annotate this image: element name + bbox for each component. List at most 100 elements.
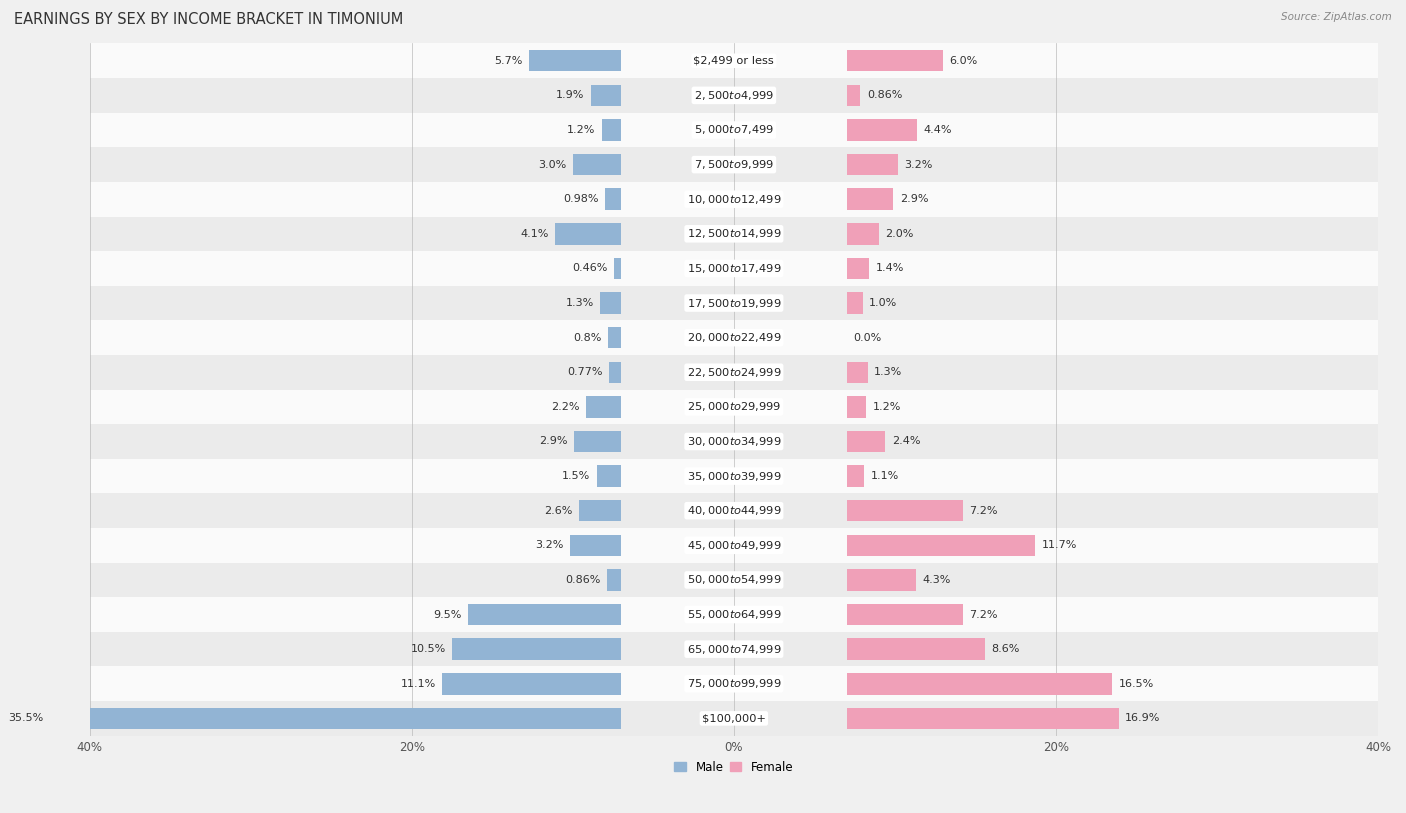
Bar <box>606 189 621 210</box>
Text: $55,000 to $64,999: $55,000 to $64,999 <box>686 608 782 621</box>
Text: $2,500 to $4,999: $2,500 to $4,999 <box>695 89 773 102</box>
Text: 1.0%: 1.0% <box>869 298 897 308</box>
Bar <box>90 216 1378 251</box>
Bar <box>846 362 868 383</box>
Bar <box>90 424 1378 459</box>
Text: 0.77%: 0.77% <box>567 367 602 377</box>
Text: 1.3%: 1.3% <box>875 367 903 377</box>
Bar <box>90 701 1378 736</box>
Bar <box>90 43 1378 78</box>
Bar <box>90 113 1378 147</box>
Text: 16.5%: 16.5% <box>1119 679 1154 689</box>
Text: 16.9%: 16.9% <box>1125 713 1160 724</box>
Text: 1.9%: 1.9% <box>555 90 583 100</box>
Text: $35,000 to $39,999: $35,000 to $39,999 <box>686 470 782 483</box>
Text: 1.1%: 1.1% <box>870 471 898 481</box>
Text: 0.46%: 0.46% <box>572 263 607 273</box>
Bar <box>49 707 621 729</box>
Text: 5.7%: 5.7% <box>495 56 523 66</box>
Bar <box>846 293 863 314</box>
Text: 7.2%: 7.2% <box>969 506 997 515</box>
Text: $100,000+: $100,000+ <box>702 713 766 724</box>
Bar <box>90 528 1378 563</box>
Text: $20,000 to $22,499: $20,000 to $22,499 <box>686 331 782 344</box>
Bar <box>846 120 918 141</box>
Text: 2.6%: 2.6% <box>544 506 572 515</box>
Text: $25,000 to $29,999: $25,000 to $29,999 <box>686 400 780 413</box>
Bar <box>846 638 986 660</box>
Bar <box>468 604 621 625</box>
Text: 3.2%: 3.2% <box>534 541 564 550</box>
Text: 2.9%: 2.9% <box>900 194 928 204</box>
Bar <box>90 493 1378 528</box>
Bar <box>614 258 621 279</box>
Bar <box>90 667 1378 701</box>
Text: 1.2%: 1.2% <box>872 402 901 412</box>
Bar <box>90 632 1378 667</box>
Text: $10,000 to $12,499: $10,000 to $12,499 <box>686 193 782 206</box>
Bar <box>846 85 860 107</box>
Text: $22,500 to $24,999: $22,500 to $24,999 <box>686 366 782 379</box>
Bar <box>90 251 1378 285</box>
Text: 1.5%: 1.5% <box>562 471 591 481</box>
Text: 7.2%: 7.2% <box>969 610 997 620</box>
Text: 0.0%: 0.0% <box>853 333 882 342</box>
Text: $2,499 or less: $2,499 or less <box>693 56 775 66</box>
Text: $5,000 to $7,499: $5,000 to $7,499 <box>695 124 773 137</box>
Bar <box>846 500 963 521</box>
Text: $7,500 to $9,999: $7,500 to $9,999 <box>695 158 773 171</box>
Text: $40,000 to $44,999: $40,000 to $44,999 <box>686 504 782 517</box>
Bar <box>90 320 1378 355</box>
Bar <box>600 293 621 314</box>
Bar <box>846 154 898 176</box>
Text: 0.86%: 0.86% <box>565 575 600 585</box>
Bar <box>90 563 1378 598</box>
Text: EARNINGS BY SEX BY INCOME BRACKET IN TIMONIUM: EARNINGS BY SEX BY INCOME BRACKET IN TIM… <box>14 12 404 27</box>
Bar <box>846 673 1112 694</box>
Text: $15,000 to $17,499: $15,000 to $17,499 <box>686 262 782 275</box>
Text: 9.5%: 9.5% <box>433 610 461 620</box>
Bar <box>575 431 621 452</box>
Text: 35.5%: 35.5% <box>8 713 44 724</box>
Text: 6.0%: 6.0% <box>949 56 979 66</box>
Bar <box>846 258 869 279</box>
Bar <box>586 396 621 418</box>
Text: 1.4%: 1.4% <box>876 263 904 273</box>
Text: 1.3%: 1.3% <box>565 298 593 308</box>
Bar <box>90 285 1378 320</box>
Text: 3.2%: 3.2% <box>904 159 934 170</box>
Bar <box>609 362 621 383</box>
Bar <box>846 465 865 487</box>
Text: 2.9%: 2.9% <box>540 437 568 446</box>
Text: 2.0%: 2.0% <box>886 228 914 239</box>
Text: 11.7%: 11.7% <box>1042 541 1077 550</box>
Bar <box>453 638 621 660</box>
Bar <box>579 500 621 521</box>
Text: 8.6%: 8.6% <box>991 644 1019 654</box>
Bar <box>846 707 1119 729</box>
Bar <box>846 569 915 591</box>
Text: 0.98%: 0.98% <box>564 194 599 204</box>
Bar <box>90 182 1378 216</box>
Bar <box>443 673 621 694</box>
Bar <box>591 85 621 107</box>
Bar <box>846 189 893 210</box>
Bar <box>90 598 1378 632</box>
Bar <box>846 431 886 452</box>
Bar <box>602 120 621 141</box>
Text: $17,500 to $19,999: $17,500 to $19,999 <box>686 297 782 310</box>
Bar <box>90 355 1378 389</box>
Text: 3.0%: 3.0% <box>538 159 567 170</box>
Text: 11.1%: 11.1% <box>401 679 436 689</box>
Text: 4.3%: 4.3% <box>922 575 950 585</box>
Text: 10.5%: 10.5% <box>411 644 446 654</box>
Text: 2.2%: 2.2% <box>551 402 579 412</box>
Text: $65,000 to $74,999: $65,000 to $74,999 <box>686 642 782 655</box>
Text: 1.2%: 1.2% <box>567 125 595 135</box>
Text: 2.4%: 2.4% <box>891 437 920 446</box>
Bar <box>90 389 1378 424</box>
Bar <box>609 327 621 349</box>
Bar <box>607 569 621 591</box>
Text: 4.4%: 4.4% <box>924 125 952 135</box>
Bar <box>846 396 866 418</box>
